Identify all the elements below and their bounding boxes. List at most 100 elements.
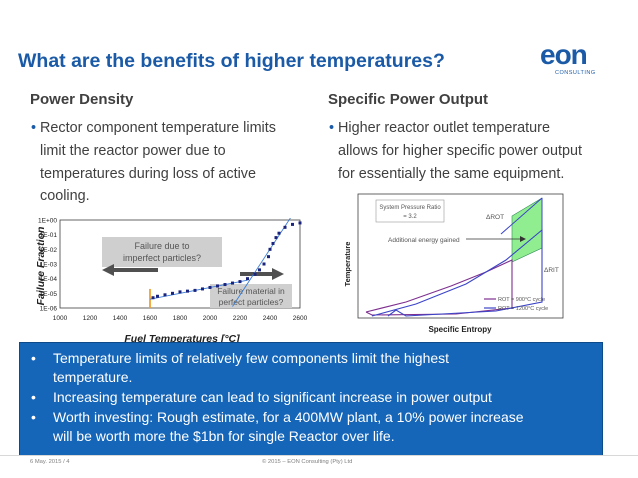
chart1-y-tick-label: 1E+00 (38, 218, 57, 225)
chart1-data-point (246, 277, 249, 281)
chart2-cycle-900 (365, 259, 513, 316)
left-bullet-line: limit the reactor power due to (40, 142, 226, 159)
annotation-perfect-line1: Failure material in (217, 286, 285, 296)
chart1-y-tick-label: 1E-05 (40, 291, 58, 298)
chart1-data-point (201, 287, 204, 291)
logo-wordmark: eon (540, 39, 588, 70)
chart2-x-axis-label: Specific Entropy (428, 325, 492, 334)
callout-item-1-line2: temperature. (53, 369, 133, 385)
delta-rot-label: ΔROT (486, 214, 504, 221)
chart1-x-tick-label: 1800 (173, 315, 188, 322)
bullet-dot-icon: • (31, 120, 37, 136)
callout-item-2-line1: Increasing temperature can lead to signi… (53, 389, 492, 405)
chart1-data-point (171, 291, 174, 295)
callout-bullet-icon: • (31, 389, 36, 405)
failure-fraction-chart: Failure due to imperfect particles? Fail… (35, 218, 308, 345)
chart1-data-point (156, 294, 159, 298)
chart2-cycle-1200 (371, 197, 543, 317)
legend-900-label: ROT = 900°C cycle (498, 297, 545, 303)
chart1-x-tick-label: 2400 (263, 315, 278, 322)
chart1-data-point (178, 290, 182, 294)
chart1-y-tick-label: 1E-06 (40, 306, 58, 313)
chart1-annotations: Failure due to imperfect particles? Fail… (102, 237, 292, 308)
chart1-data-point (193, 288, 197, 292)
left-heading: Power Density (30, 91, 134, 108)
callout-bullet-icon: • (31, 350, 36, 366)
callout-bullet-icon: • (31, 409, 36, 425)
delta-rit-label: ΔRIT (544, 267, 559, 274)
right-bullet-line: for essentially the same equipment. (338, 165, 565, 182)
right-heading: Specific Power Output (328, 91, 489, 108)
chart1-data-point (231, 281, 234, 285)
cycle-1200-upper-line (500, 197, 543, 235)
chart1-x-tick-label: 1200 (83, 315, 98, 322)
arrow-left-head (102, 264, 114, 276)
chart1-data-point (163, 293, 167, 297)
callout-item-3-line1: Worth investing: Rough estimate, for a 4… (53, 409, 524, 425)
pressure-ratio-line1: System Pressure Ratio (379, 205, 441, 211)
chart1-data-point (268, 247, 272, 251)
left-bullet: • Rector component temperature limits li… (31, 117, 316, 212)
chart1-data-point (262, 262, 266, 266)
callout-item-1-line1: Temperature limits of relatively few com… (53, 350, 450, 366)
right-bullet-line: Higher reactor outlet temperature (338, 120, 550, 136)
right-bullet-line: allows for higher specific power output (338, 142, 582, 159)
chart1-data-point (151, 296, 155, 300)
footer-divider (0, 455, 638, 456)
chart1-data-point (271, 241, 275, 245)
right-bullet: • Higher reactor outlet temperature allo… (329, 117, 609, 189)
bullet-dot-icon: • (329, 120, 335, 136)
chart1-data-point (277, 231, 281, 235)
cycle-900-curve (365, 259, 513, 316)
chart1-x-ticks: 1000 1200 1400 1600 1800 2000 2200 2400 2600 (53, 315, 308, 322)
chart1-data-point (208, 285, 212, 289)
logo-subtitle: CONSULTING (555, 70, 596, 76)
temperature-entropy-chart: System Pressure Ratio = 3.2 ΔROT Additio… (343, 193, 564, 334)
chart1-data-point (223, 283, 227, 287)
pressure-ratio-line2: = 3.2 (403, 214, 417, 220)
chart1-data-point (267, 255, 270, 259)
additional-energy-arrowhead-icon (520, 236, 526, 242)
chart1-data-point (283, 225, 287, 229)
chart1-data-point (253, 272, 257, 276)
chart1-y-axis-label: Failure Fraction (35, 227, 47, 306)
pressure-ratio-box (375, 199, 445, 223)
slide-title: What are the benefits of higher temperat… (18, 50, 445, 72)
left-bullet-line: cooling. (40, 188, 90, 205)
chart2-y-axis-label: Temperature (343, 242, 352, 287)
chart1-x-tick-label: 1600 (143, 315, 158, 322)
chart1-data-point (291, 222, 294, 226)
chart1-data-point (258, 268, 261, 272)
chart1-y-tick-label: 1E-01 (40, 232, 58, 239)
chart1-data-point (186, 289, 189, 293)
chart1-x-tick-label: 1000 (53, 315, 68, 322)
chart1-x-tick-label: 2000 (203, 315, 218, 322)
left-bullet-line: Rector component temperature limits (40, 120, 276, 136)
chart1-data-point (238, 280, 242, 284)
chart1-x-tick-label: 2200 (233, 315, 248, 322)
footer-copyright: © 2015 – EON Consulting (Pty) Ltd (262, 459, 353, 465)
callout-item-3-line2: will be worth more the $1bn for single R… (53, 428, 395, 444)
annotation-imperfect-line2: imperfect particles? (123, 253, 201, 263)
legend-1200-label: ROT = 1200°C cycle (498, 306, 548, 312)
left-bullet-line: temperatures during loss of active (40, 165, 256, 182)
annotation-box-perfect (210, 284, 292, 308)
chart1-data-point (274, 236, 278, 240)
annotation-perfect-line2: perfect particles? (219, 297, 284, 307)
chart1-data-points (151, 221, 302, 300)
summary-callout: • Temperature limits of relatively few c… (19, 342, 603, 456)
chart1-y-ticks: 1E-06 1E-05 1E-04 1E-03 1E-02 1E-01 1E+00 (38, 218, 57, 313)
chart1-y-tick-label: 1E-02 (40, 247, 58, 254)
annotation-imperfect-line1: Failure due to (134, 241, 189, 251)
chart1-y-tick-label: 1E-04 (40, 276, 58, 283)
chart1-y-tick-label: 1E-03 (40, 262, 58, 269)
chart1-data-point (216, 284, 219, 288)
additional-energy-label: Additional energy gained (388, 237, 460, 244)
arrow-right-head (272, 268, 284, 280)
annotation-box-imperfect (102, 237, 222, 267)
chart1-x-tick-label: 1400 (113, 315, 128, 322)
chart1-x-tick-label: 2600 (293, 315, 308, 322)
chart1-data-point (298, 221, 302, 225)
fit-line-high (232, 218, 291, 307)
chart2-labels: System Pressure Ratio = 3.2 ΔROT Additio… (375, 199, 559, 312)
